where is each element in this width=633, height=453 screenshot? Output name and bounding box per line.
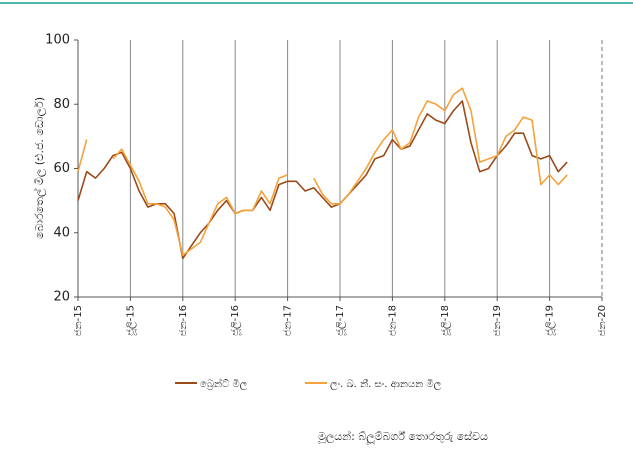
x-tick-label: ජන-18 (387, 305, 398, 336)
x-tick-label: ජන-16 (178, 305, 189, 336)
x-tick-label: ජූලි-18 (440, 305, 451, 336)
y-axis-label: බොරතෙල් මිල (එ.ජ. ඩොලර්) (32, 97, 47, 239)
legend-label: බ්‍රෙන්ට් මිල (200, 377, 248, 390)
legend-label: ලං. ඛ. නී. සං. ආනයන මිල (330, 379, 442, 390)
x-tick-label: ජූලි-19 (545, 305, 556, 336)
y-tick-label: 80 (53, 97, 70, 112)
source-note: මූලයන්: බ්ලූම්බර්ග් තොරතුරු සේවය (318, 429, 488, 445)
y-tick-label: 20 (53, 290, 70, 305)
x-tick-label: ජූලි-16 (230, 305, 241, 336)
y-tick-label: 60 (53, 161, 70, 176)
data-line (77, 100, 568, 260)
data-line (77, 87, 568, 256)
x-tick-label: ජන-19 (492, 305, 503, 336)
x-tick-label: ජන-17 (283, 305, 294, 336)
y-tick-label: 40 (53, 225, 70, 240)
x-tick-label: ජන-20 (597, 305, 608, 336)
y-tick-label: 100 (45, 33, 70, 48)
x-tick-label: ජන-15 (73, 305, 84, 336)
x-tick-label: ජූලි-15 (125, 305, 136, 336)
x-tick-label: ජූලි-17 (335, 305, 346, 336)
